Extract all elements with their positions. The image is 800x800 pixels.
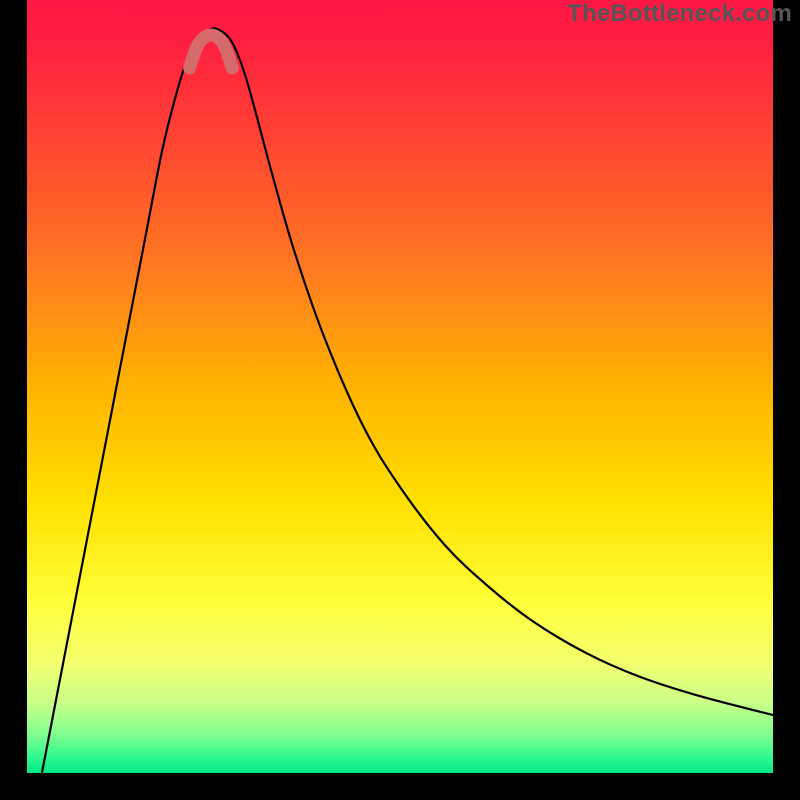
watermark-text: TheBottleneck.com bbox=[567, 0, 792, 28]
chart-svg bbox=[0, 0, 800, 800]
gradient-background bbox=[27, 0, 773, 773]
chart-frame: TheBottleneck.com bbox=[0, 0, 800, 800]
